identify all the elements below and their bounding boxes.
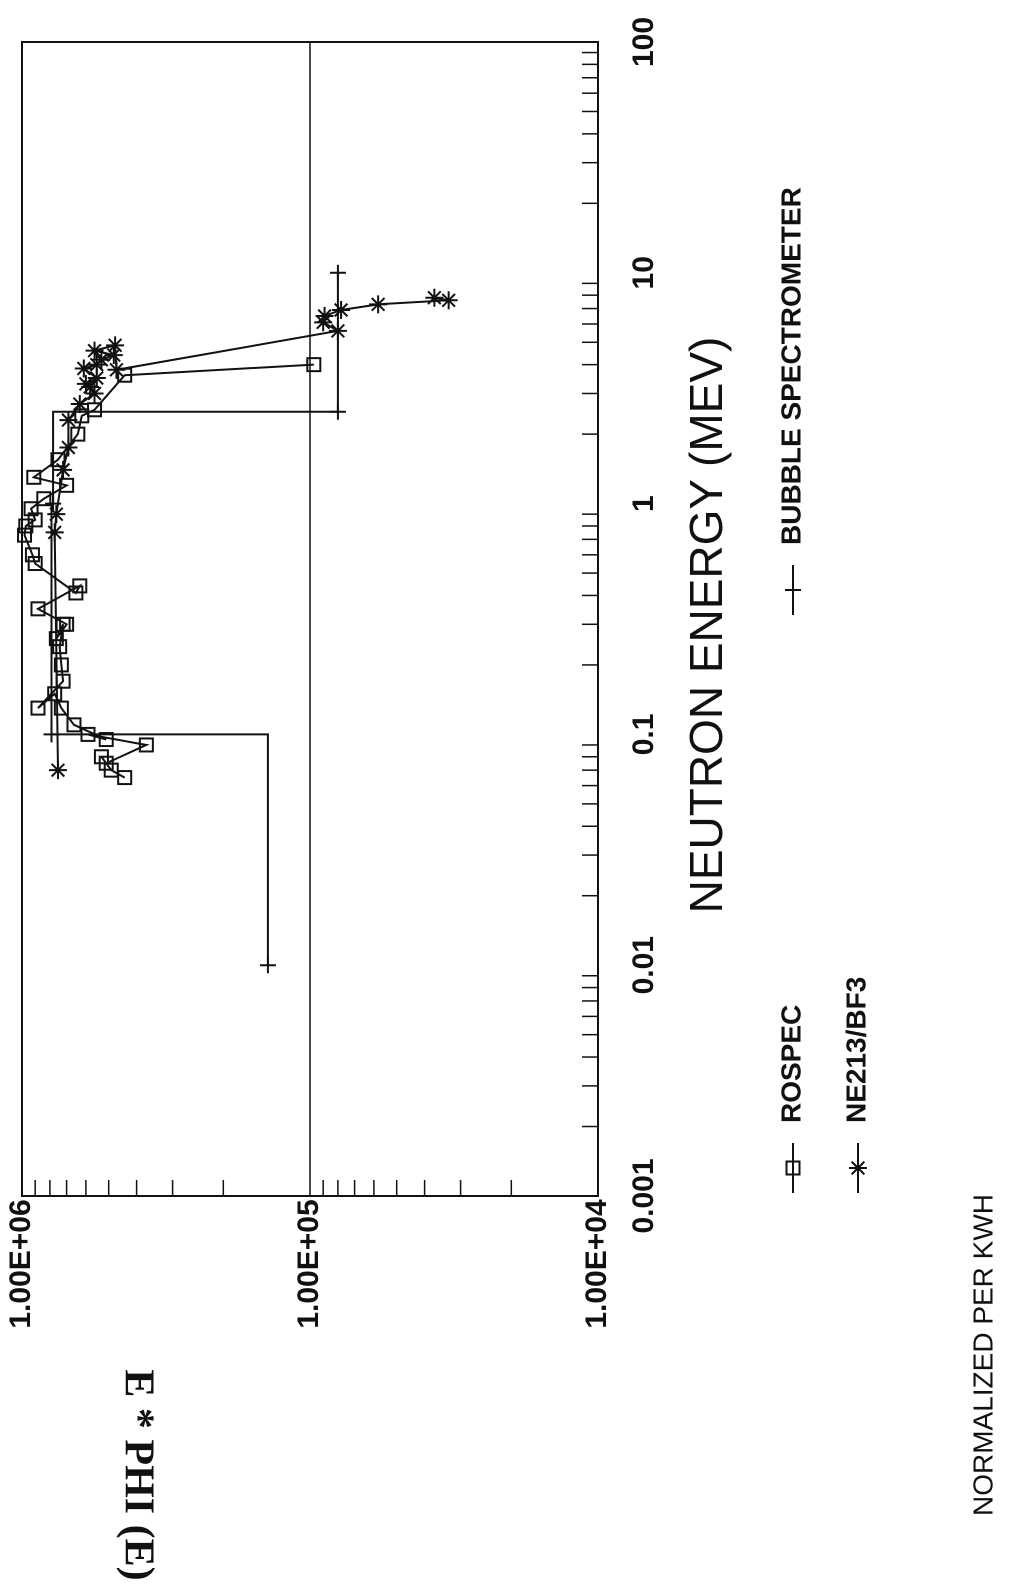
ne213-point: [369, 295, 388, 314]
legend-marker: [785, 582, 801, 598]
series-layer: [17, 264, 458, 974]
minor-ticks: [34, 51, 598, 1196]
rospec-point: [53, 657, 69, 673]
legend-item: ROSPEC: [775, 1005, 806, 1193]
rospec-point: [17, 527, 33, 543]
bubble-bin-edge: [329, 403, 346, 420]
x-tick-label: 0.01: [627, 936, 660, 994]
ne213-point: [85, 341, 104, 360]
rospec-point: [24, 547, 40, 563]
ne213-point: [439, 291, 458, 310]
y-axis-title: E * PHI (E): [115, 1369, 161, 1580]
legend-label: ROSPEC: [775, 1005, 806, 1123]
y-tick-labels: 1.00E+04 1.00E+05 1.00E+06: [4, 1199, 613, 1329]
rospec-point: [98, 732, 114, 748]
legend-item: BUBBLE SPECTROMETER: [775, 187, 806, 615]
legend: ROSPEC NE213/BF3 BUBBLE SPECTROMETER: [775, 187, 871, 1193]
ne213-point: [48, 761, 67, 780]
rospec-point: [68, 585, 84, 601]
ne213-point: [107, 360, 126, 379]
legend-label: NE213/BF3: [840, 977, 871, 1123]
ne213-point: [70, 395, 89, 414]
ne213-point: [54, 460, 73, 479]
series-bubble-spectrometer: [43, 264, 346, 974]
x-tick-label: 0.001: [627, 1158, 660, 1233]
normalization-note: NORMALIZED PER KWH: [967, 1194, 998, 1516]
ne213-point: [104, 346, 123, 365]
ne213-point: [425, 288, 444, 307]
rospec-point: [23, 501, 39, 517]
rospec-point: [36, 491, 52, 507]
rospec-point: [98, 755, 114, 771]
bubble-bin-edge: [329, 264, 346, 281]
rospec-point: [59, 616, 75, 632]
ne213-point: [59, 438, 78, 457]
x-tick-labels: 0.001 0.01 0.1 1 10 100: [627, 17, 660, 1234]
ne213-point: [74, 359, 93, 378]
bubble-bin-edge: [259, 957, 276, 974]
rospec-point: [66, 717, 82, 733]
ne213-point: [47, 505, 66, 524]
rospec-point: [53, 700, 69, 716]
rospec-point: [70, 426, 86, 442]
ne213-point: [332, 300, 351, 319]
rospec-point: [27, 556, 43, 572]
rospec-point: [785, 1160, 801, 1176]
bubble-bin-edge: [45, 495, 62, 512]
x-axis-title: NEUTRON ENERGY (MEV): [680, 337, 732, 914]
rospec-point: [26, 469, 42, 485]
y-tick-label: 1.00E+04: [580, 1199, 613, 1329]
rospec-point: [30, 601, 46, 617]
x-tick-label: 10: [627, 256, 660, 289]
ne213-point: [45, 523, 64, 542]
series-rospec: [17, 357, 322, 786]
legend-label: BUBBLE SPECTROMETER: [775, 187, 806, 545]
rospec-point: [87, 402, 103, 418]
x-tick-label: 0.1: [627, 714, 660, 756]
series-ne213-bf3: [45, 288, 458, 780]
rospec-point: [117, 770, 133, 786]
ne213-point: [106, 336, 125, 355]
x-tick-label: 100: [627, 17, 660, 67]
rospec-point: [138, 737, 154, 753]
rospec-point: [27, 512, 43, 528]
y-tick-label: 1.00E+06: [4, 1199, 37, 1328]
rospec-point: [30, 700, 46, 716]
ne213-point: [315, 306, 334, 325]
rospec-point: [47, 686, 63, 702]
legend-marker: [849, 1159, 867, 1177]
x-tick-label: 1: [627, 495, 660, 512]
ne213-point: [59, 411, 78, 430]
legend-item: NE213/BF3: [840, 977, 871, 1193]
rospec-point: [52, 639, 68, 655]
y-tick-label: 1.00E+05: [292, 1199, 325, 1328]
bubble-bin-edge: [43, 726, 60, 743]
rospec-point: [306, 357, 322, 373]
